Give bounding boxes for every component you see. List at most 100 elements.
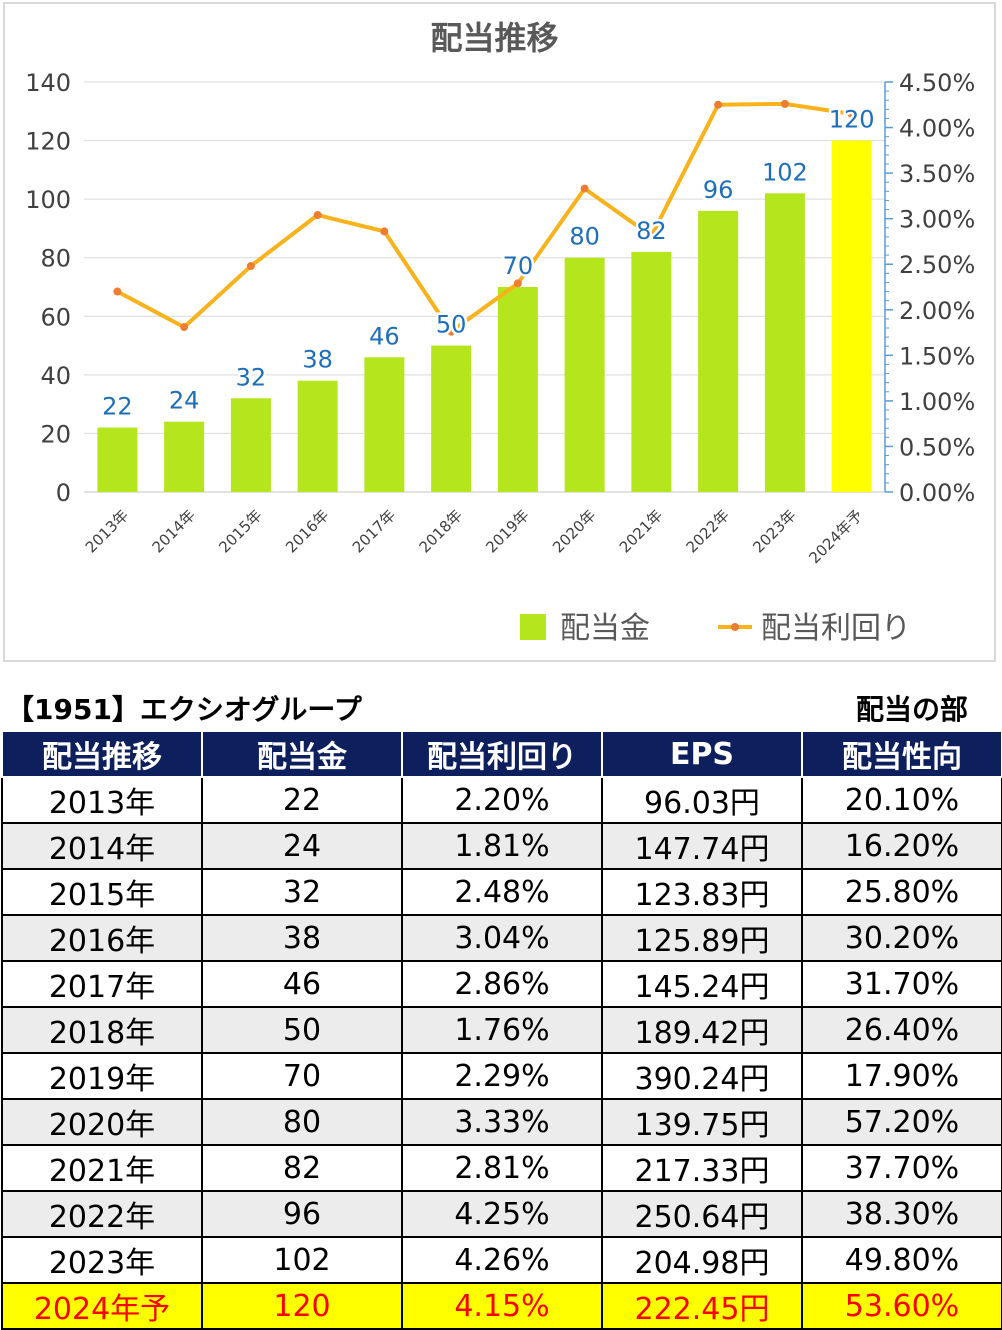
x-tick-label: 2013年	[82, 506, 132, 556]
bar-dividend	[164, 421, 205, 492]
x-tick-label: 2016年	[282, 506, 332, 556]
bar-data-label: 120	[829, 106, 875, 134]
column-header: 配当金	[201, 730, 403, 778]
y-right-tick-label: 2.00%	[899, 297, 975, 325]
bar-data-label: 22	[102, 393, 133, 421]
table-cell: 4.26%	[401, 1236, 603, 1284]
bar-dividend	[831, 140, 872, 493]
table-cell: 3.33%	[401, 1098, 603, 1146]
table-cell: 3.04%	[401, 914, 603, 962]
table-cell: 120	[201, 1282, 403, 1330]
table-cell: 390.24円	[601, 1052, 803, 1100]
table-cell: 31.70%	[801, 960, 1002, 1008]
x-tick-label: 2017年	[349, 506, 399, 556]
y-left-tick-label: 140	[25, 69, 71, 97]
table-cell: 2016年	[1, 914, 203, 962]
y-right-tick-label: 2.50%	[899, 251, 975, 279]
table-cell: 1.76%	[401, 1006, 603, 1054]
table-cell: 2013年	[1, 776, 203, 824]
table-row: 2023年 102 4.26% 204.98円 49.80%	[1, 1236, 1002, 1284]
table-cell: 2023年	[1, 1236, 203, 1284]
column-header: 配当性向	[801, 730, 1002, 778]
table-cell: 222.45円	[601, 1282, 803, 1330]
x-tick-label: 2023年	[749, 506, 799, 556]
legend-label-yield: 配当利回り	[761, 611, 911, 646]
table-cell: 82	[201, 1144, 403, 1192]
table-cell: 2.20%	[401, 776, 603, 824]
table-cell: 2014年	[1, 822, 203, 870]
table-row: 2013年 22 2.20% 96.03円 20.10%	[1, 776, 1002, 824]
table-row-forecast: 2024年予 120 4.15% 222.45円 53.60%	[1, 1282, 1002, 1330]
table-cell: 4.15%	[401, 1282, 603, 1330]
table-cell: 96	[201, 1190, 403, 1238]
table-cell: 2015年	[1, 868, 203, 916]
bar-data-label: 32	[236, 363, 267, 391]
table-row: 2022年 96 4.25% 250.64円 38.30%	[1, 1190, 1002, 1238]
table-cell: 250.64円	[601, 1190, 803, 1238]
table-cell: 70	[201, 1052, 403, 1100]
table-cell: 96.03円	[601, 776, 803, 824]
x-tick-label: 2019年	[482, 506, 532, 556]
table-cell: 32	[201, 868, 403, 916]
line-point-yield	[246, 262, 255, 271]
y-right-tick-label: 3.00%	[899, 206, 975, 234]
table-cell: 2018年	[1, 1006, 203, 1054]
dividend-chart: 配当推移 0 20 40 60 80 100 120 140 0.00% 0.50% 1.00% 1.5…	[25, 19, 975, 646]
table-cell: 2.81%	[401, 1144, 603, 1192]
table-cell: 145.24円	[601, 960, 803, 1008]
dividend-chart-panel: 配当推移 0 20 40 60 80 100 120 140 0.00% 0.50% 1.00% 1.5…	[3, 2, 996, 662]
table-cell: 102	[201, 1236, 403, 1284]
table-header-row: 【1951】エクシオグループ 配当の部	[0, 688, 1002, 728]
bar-dividend	[230, 398, 271, 492]
line-point-yield	[180, 323, 189, 332]
bar-data-label: 46	[369, 322, 400, 350]
table-cell: 50	[201, 1006, 403, 1054]
y-left-tick-label: 80	[40, 245, 71, 273]
x-tick-label: 2020年	[549, 506, 599, 556]
bar-data-label: 80	[569, 223, 600, 251]
x-tick-label: 2014年	[149, 506, 199, 556]
line-point-yield	[447, 327, 456, 336]
table-cell: 24	[201, 822, 403, 870]
table-cell: 189.42円	[601, 1006, 803, 1054]
line-point-yield	[780, 99, 789, 108]
bar-data-label: 38	[302, 346, 333, 374]
table-cell: 25.80%	[801, 868, 1002, 916]
bar-dividend	[698, 210, 739, 492]
table-cell: 2024年予	[1, 1282, 203, 1330]
table-row: 2017年 46 2.86% 145.24円 31.70%	[1, 960, 1002, 1008]
company-title: 【1951】エクシオグループ	[6, 693, 362, 726]
line-yield	[116, 101, 852, 334]
bar-dividend	[764, 193, 805, 493]
line-point-yield	[847, 109, 856, 118]
y-left-tick-label: 20	[40, 420, 71, 448]
table-row: 2019年 70 2.29% 390.24円 17.90%	[1, 1052, 1002, 1100]
y-right-tick-label: 0.00%	[899, 479, 975, 507]
bar-dividend	[297, 380, 338, 492]
bar-data-label: 70	[503, 252, 534, 280]
line-point-yield	[380, 227, 389, 236]
bar-dividend	[564, 257, 605, 492]
table-cell: 4.25%	[401, 1190, 603, 1238]
line-point-yield	[513, 279, 522, 288]
table-cell: 53.60%	[801, 1282, 1002, 1330]
x-tick-label: 2015年	[215, 506, 265, 556]
table-row: 2014年 24 1.81% 147.74円 16.20%	[1, 822, 1002, 870]
line-point-yield	[313, 211, 322, 220]
table-cell: 147.74円	[601, 822, 803, 870]
line-point-yield	[647, 231, 656, 240]
table-cell: 16.20%	[801, 822, 1002, 870]
y-right-tick-label: 1.50%	[899, 342, 975, 370]
y-right-tick-label: 3.50%	[899, 160, 975, 188]
table-cell: 2019年	[1, 1052, 203, 1100]
line-point-yield	[580, 184, 589, 193]
table-cell: 38	[201, 914, 403, 962]
legend-swatch-dividend	[520, 614, 546, 640]
table-cell: 80	[201, 1098, 403, 1146]
table-cell: 17.90%	[801, 1052, 1002, 1100]
table-header: 配当推移 配当金 配当利回り EPS 配当性向	[1, 730, 1002, 778]
table-cell: 2020年	[1, 1098, 203, 1146]
bar-dividend	[364, 357, 405, 492]
bar-data-label: 82	[636, 217, 667, 245]
table-row: 2015年 32 2.48% 123.83円 25.80%	[1, 868, 1002, 916]
